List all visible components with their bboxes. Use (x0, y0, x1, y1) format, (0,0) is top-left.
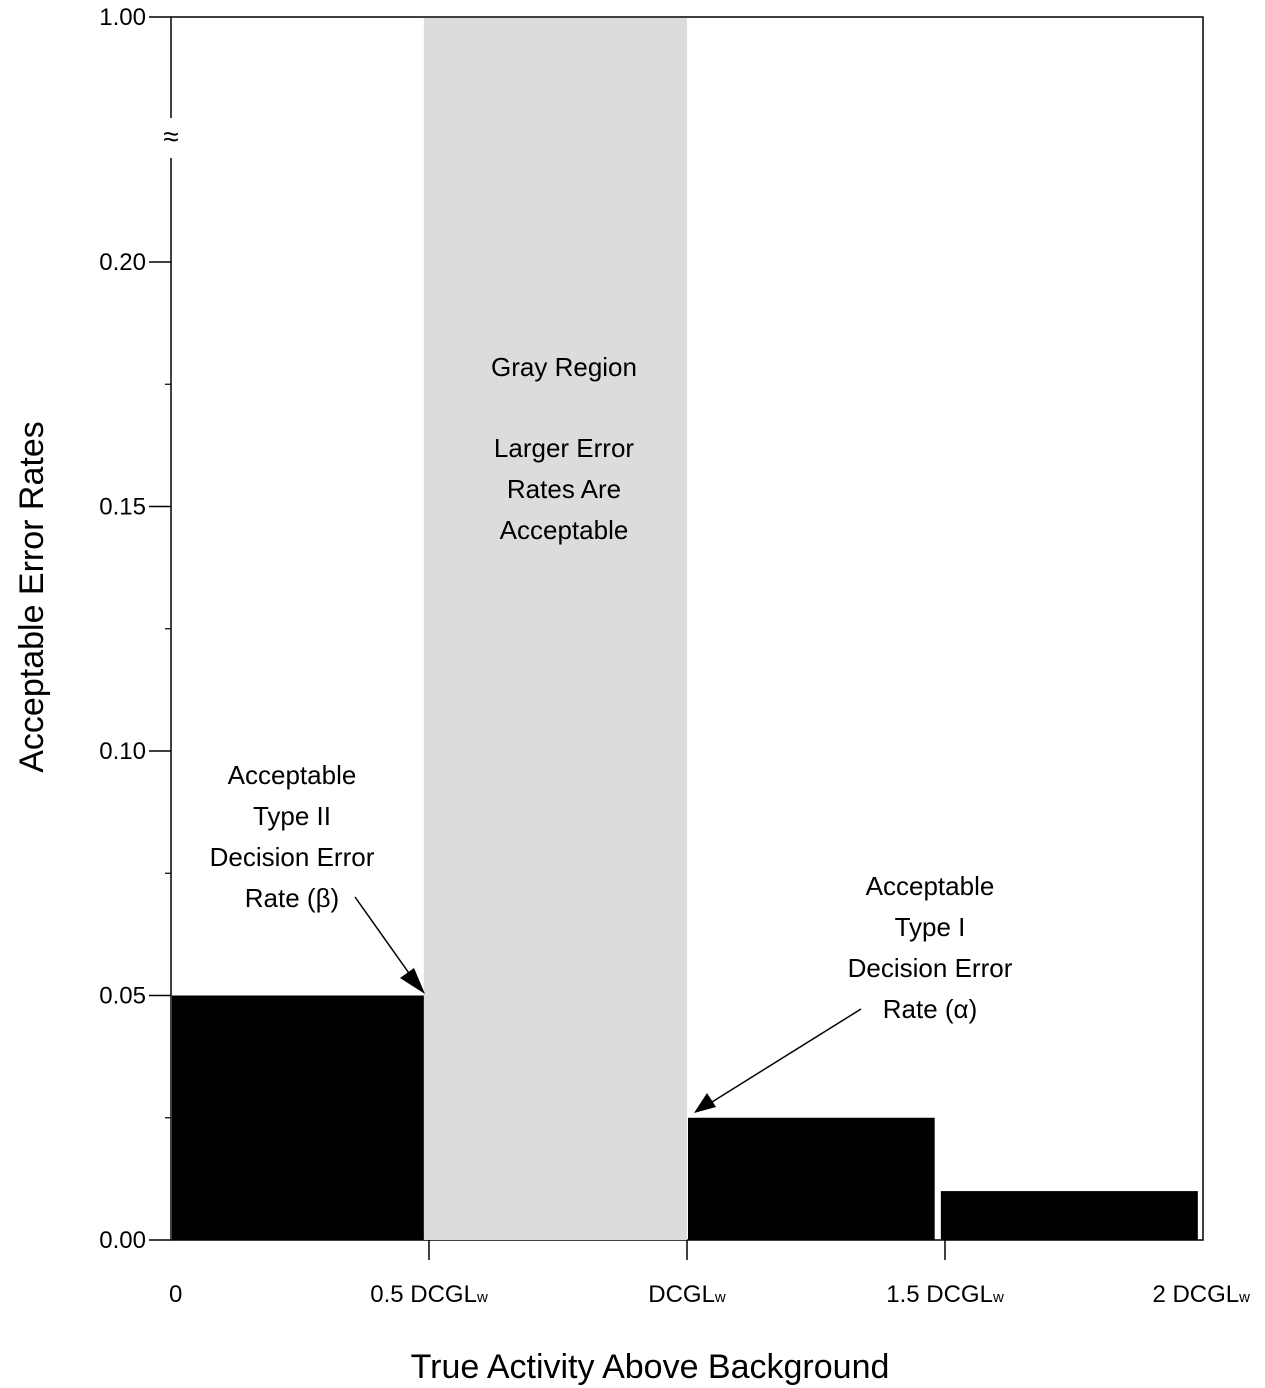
bar-0 (172, 995, 424, 1240)
y-tick-label-top: 1.00 (99, 4, 146, 31)
x-tick-label-2: DCGLw (648, 1281, 726, 1308)
plot-area: 0.00 0.05 0.10 0.15 0.20 0 0.5 DCGLw DCGLw 1.5 … (99, 4, 1250, 1308)
x-axis-title: True Activity Above Background (411, 1348, 890, 1386)
x-tick-label-0: 0 (169, 1281, 182, 1308)
gray-region-line-3: Acceptable (500, 515, 629, 545)
type2-line-2: Type II (253, 801, 331, 831)
gray-region-line-2: Rates Are (507, 474, 621, 504)
y-axis-title: Acceptable Error Rates (13, 421, 51, 773)
type2-annotation: Acceptable Type II Decision Error Rate (… (210, 760, 425, 994)
type2-line-1: Acceptable (228, 760, 357, 790)
bar-1 (688, 1117, 935, 1240)
y-tick-label-4: 0.20 (99, 249, 146, 276)
type1-line-2: Type I (895, 912, 966, 942)
gray-region-text: Gray Region Larger Error Rates Are Accep… (491, 352, 637, 545)
axis-break-symbol: ≈ (163, 121, 178, 152)
x-tick-label-3: 1.5 DCGLw (886, 1281, 1004, 1308)
type1-line-4: Rate (α) (883, 994, 978, 1024)
type2-arrow-head (400, 968, 425, 994)
type1-arrow-head (694, 1093, 716, 1113)
x-tick-label-4: 2 DCGLw (1152, 1281, 1250, 1308)
y-tick-label-2: 0.10 (99, 738, 146, 765)
bar-2 (940, 1191, 1198, 1240)
type1-annotation: Acceptable Type I Decision Error Rate (α… (694, 871, 1013, 1113)
type1-line-1: Acceptable (866, 871, 995, 901)
y-tick-label-3: 0.15 (99, 494, 146, 521)
axis-break-gap (167, 118, 175, 158)
type2-arrow-line (354, 896, 412, 977)
type2-line-4: Rate (β) (245, 883, 339, 913)
type1-line-3: Decision Error (848, 953, 1013, 983)
type1-arrow-line (711, 1008, 862, 1103)
type2-line-3: Decision Error (210, 842, 375, 872)
y-tick-label-0: 0.00 (99, 1227, 146, 1254)
y-tick-label-1: 0.05 (99, 983, 146, 1010)
gray-region-label: Gray Region (491, 352, 637, 382)
gray-region-line-1: Larger Error (494, 433, 634, 463)
x-tick-label-1: 0.5 DCGLw (370, 1281, 488, 1308)
gray-region (423, 18, 687, 1240)
